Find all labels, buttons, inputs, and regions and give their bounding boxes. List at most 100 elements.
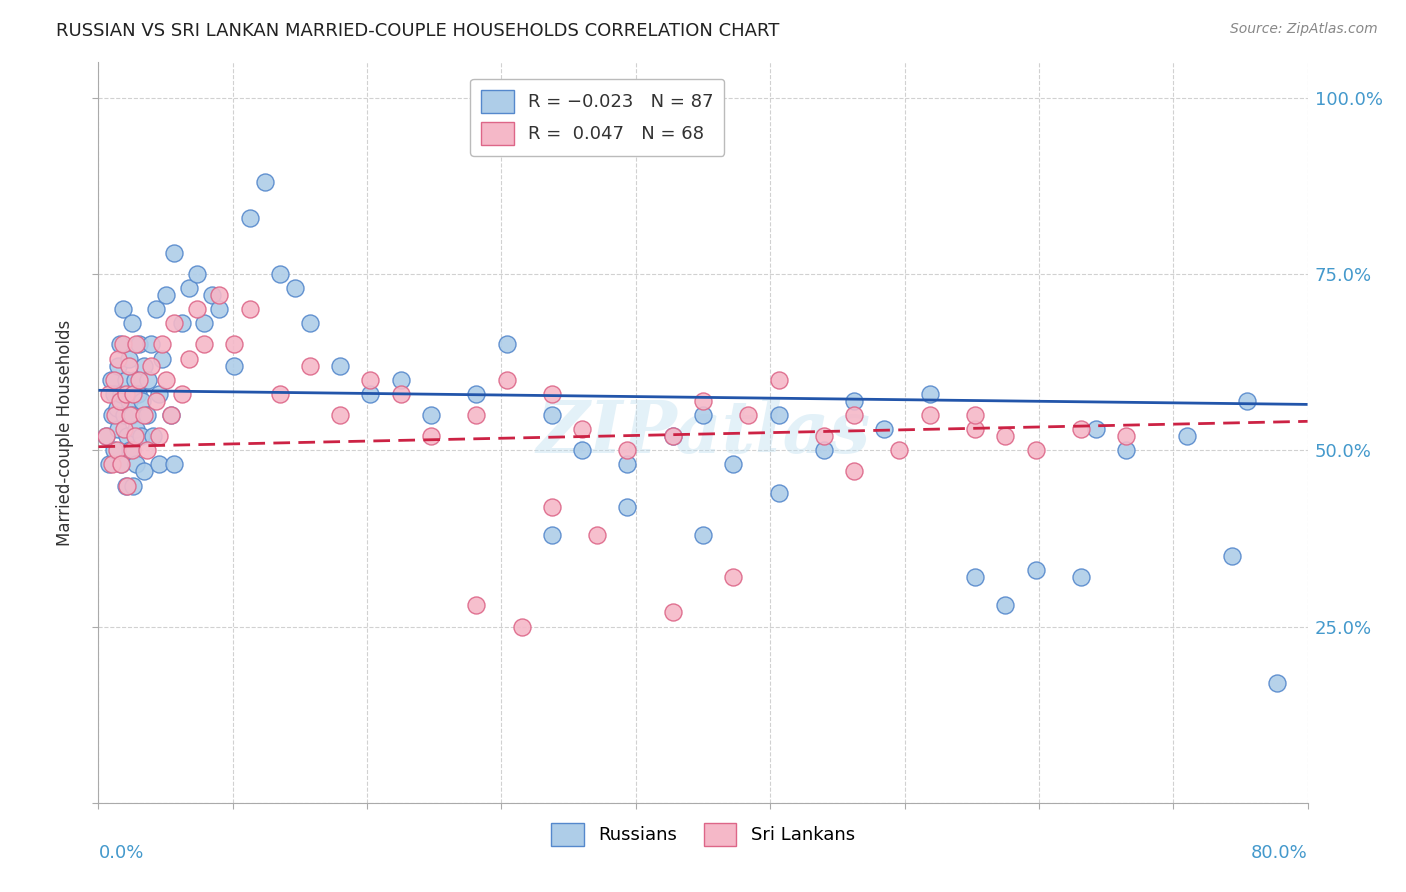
Point (1115, 429, 1137, 443)
Point (873, 422, 896, 436)
Point (105, 401, 128, 415)
Point (114, 373, 136, 387)
Point (121, 316, 143, 330)
Point (994, 599, 1017, 613)
Point (122, 478, 145, 492)
Point (186, 267, 208, 281)
Point (115, 478, 138, 492)
Point (141, 337, 163, 351)
Text: RUSSIAN VS SRI LANKAN MARRIED-COUPLE HOUSEHOLDS CORRELATION CHART: RUSSIAN VS SRI LANKAN MARRIED-COUPLE HOU… (56, 22, 779, 40)
Point (239, 302, 262, 317)
Point (160, 408, 183, 422)
Point (128, 337, 150, 351)
Point (1115, 443, 1137, 458)
Point (94, 429, 117, 443)
Point (186, 302, 208, 317)
Point (107, 351, 129, 366)
Point (132, 464, 155, 478)
Point (360, 387, 382, 401)
Point (120, 408, 142, 422)
Text: Source: ZipAtlas.com: Source: ZipAtlas.com (1230, 22, 1378, 37)
Point (616, 500, 638, 514)
Point (103, 443, 125, 458)
Point (844, 464, 866, 478)
Point (170, 387, 193, 401)
Point (540, 528, 562, 542)
Point (965, 408, 987, 422)
Point (129, 429, 152, 443)
Point (121, 408, 143, 422)
Point (329, 359, 352, 373)
Point (94, 429, 117, 443)
Point (148, 387, 170, 401)
Point (844, 408, 866, 422)
Point (465, 599, 488, 613)
Point (121, 443, 143, 458)
Point (269, 267, 291, 281)
Point (150, 351, 173, 366)
Point (1175, 429, 1198, 443)
Point (193, 337, 215, 351)
Point (101, 458, 124, 472)
Point (107, 359, 129, 373)
Point (661, 429, 683, 443)
Point (692, 393, 714, 408)
Point (918, 387, 941, 401)
Point (125, 458, 148, 472)
Text: 0.0%: 0.0% (98, 844, 143, 862)
Point (179, 351, 201, 366)
Point (540, 387, 562, 401)
Point (104, 408, 127, 422)
Point (193, 316, 215, 330)
Point (253, 175, 276, 189)
Point (540, 408, 562, 422)
Point (135, 408, 157, 422)
Point (1024, 563, 1046, 577)
Point (118, 393, 141, 408)
Point (1220, 549, 1243, 563)
Point (616, 443, 638, 458)
Point (98, 458, 121, 472)
Point (616, 458, 638, 472)
Point (239, 211, 262, 225)
Point (148, 429, 170, 443)
Point (208, 288, 231, 302)
Point (141, 359, 163, 373)
Point (112, 408, 135, 422)
Point (768, 373, 790, 387)
Point (124, 373, 146, 387)
Point (540, 500, 562, 514)
Point (115, 429, 138, 443)
Point (737, 408, 759, 422)
Point (692, 528, 714, 542)
Point (661, 429, 683, 443)
Point (571, 443, 593, 458)
Point (495, 373, 517, 387)
Point (163, 458, 186, 472)
Point (360, 373, 382, 387)
Point (813, 443, 835, 458)
Point (98, 387, 121, 401)
Point (148, 458, 170, 472)
Point (813, 429, 835, 443)
Point (170, 316, 193, 330)
Point (110, 458, 132, 472)
Point (163, 316, 186, 330)
Point (723, 458, 745, 472)
Point (465, 408, 488, 422)
Point (1070, 422, 1092, 436)
Point (136, 373, 159, 387)
Point (100, 373, 122, 387)
Point (118, 351, 141, 366)
Point (131, 393, 153, 408)
Point (145, 393, 167, 408)
Point (114, 387, 136, 401)
Point (918, 408, 941, 422)
Point (299, 359, 322, 373)
Point (723, 570, 745, 584)
Point (1267, 676, 1289, 690)
Point (118, 359, 141, 373)
Point (510, 619, 533, 633)
Point (103, 387, 125, 401)
Point (125, 337, 148, 351)
